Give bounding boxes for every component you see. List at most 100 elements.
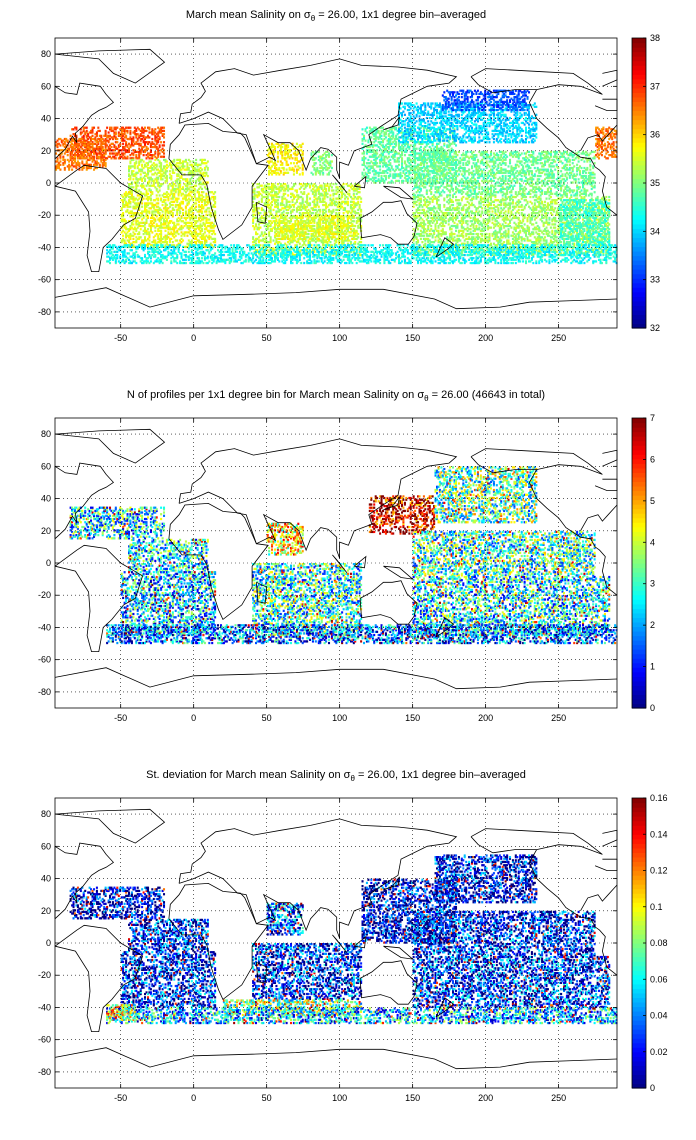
data-cell bbox=[301, 207, 304, 210]
data-cell bbox=[193, 216, 196, 220]
data-cell bbox=[199, 229, 202, 232]
data-cell bbox=[187, 231, 190, 234]
data-cell bbox=[317, 208, 320, 212]
data-cell bbox=[263, 202, 266, 205]
data-cell bbox=[389, 136, 392, 139]
data-cell bbox=[184, 199, 187, 202]
data-cell bbox=[418, 142, 421, 145]
data-cell bbox=[374, 158, 377, 162]
data-cell bbox=[130, 165, 133, 168]
data-cell bbox=[266, 226, 269, 229]
data-cell bbox=[275, 205, 278, 208]
data-cell bbox=[290, 168, 293, 171]
data-cell bbox=[395, 173, 398, 176]
data-cell bbox=[398, 126, 401, 129]
data-cell bbox=[163, 174, 166, 178]
data-cell bbox=[295, 200, 298, 203]
data-cell bbox=[106, 144, 109, 147]
data-cell bbox=[136, 126, 139, 129]
data-cell bbox=[114, 141, 117, 144]
data-cell bbox=[113, 133, 116, 136]
data-cell bbox=[164, 203, 167, 207]
data-cell bbox=[201, 199, 204, 202]
data-cell bbox=[120, 136, 123, 139]
data-cell bbox=[63, 142, 66, 145]
data-cell bbox=[292, 152, 295, 155]
data-cell bbox=[376, 144, 379, 147]
data-cell bbox=[363, 157, 366, 160]
data-cell bbox=[144, 229, 147, 232]
data-cell bbox=[419, 166, 422, 170]
data-cell bbox=[419, 126, 422, 129]
data-cell bbox=[382, 129, 385, 133]
data-cell bbox=[303, 231, 306, 234]
data-cell bbox=[56, 157, 59, 160]
data-cell bbox=[266, 154, 269, 157]
data-cell bbox=[383, 163, 386, 166]
data-cell bbox=[282, 142, 285, 145]
data-cell bbox=[316, 203, 319, 207]
data-cell bbox=[402, 149, 405, 152]
data-cell bbox=[307, 216, 310, 220]
data-cell bbox=[256, 226, 259, 229]
data-cell bbox=[109, 144, 112, 147]
data-cell bbox=[328, 228, 331, 231]
data-cell bbox=[314, 245, 317, 249]
data-cell bbox=[330, 226, 333, 229]
data-cell bbox=[354, 224, 357, 228]
data-cell bbox=[383, 131, 386, 134]
data-cell bbox=[402, 171, 405, 174]
data-cell bbox=[355, 220, 358, 223]
data-cell bbox=[71, 162, 74, 165]
data-cell bbox=[151, 142, 154, 145]
data-cell bbox=[167, 223, 170, 226]
data-cell bbox=[314, 212, 317, 215]
data-cell bbox=[298, 216, 301, 220]
data-cell bbox=[174, 234, 177, 237]
data-cell bbox=[209, 191, 212, 194]
data-cell bbox=[313, 249, 316, 252]
data-cell bbox=[182, 220, 185, 223]
data-cell bbox=[117, 150, 120, 154]
data-cell bbox=[346, 253, 349, 257]
data-cell bbox=[164, 234, 167, 237]
data-cell bbox=[405, 141, 408, 144]
data-cell bbox=[202, 218, 205, 221]
data-cell bbox=[274, 184, 277, 187]
data-cell bbox=[66, 150, 69, 154]
data-cell bbox=[129, 157, 132, 160]
data-cell bbox=[363, 162, 366, 165]
data-cell bbox=[184, 221, 187, 224]
data-cell bbox=[361, 171, 364, 174]
data-cell bbox=[335, 189, 338, 192]
data-cell bbox=[183, 189, 186, 192]
data-cell bbox=[135, 203, 138, 207]
data-cell bbox=[133, 245, 136, 249]
data-cell bbox=[266, 195, 269, 199]
data-cell bbox=[171, 184, 174, 187]
data-cell bbox=[90, 145, 93, 149]
data-cell bbox=[329, 244, 332, 247]
data-cell bbox=[202, 162, 205, 165]
data-cell bbox=[66, 154, 69, 157]
data-cell bbox=[367, 149, 370, 152]
data-cell bbox=[129, 197, 132, 200]
data-cell bbox=[357, 191, 360, 194]
data-cell bbox=[144, 179, 147, 183]
data-cell bbox=[367, 171, 370, 174]
data-cell bbox=[274, 150, 277, 154]
data-cell bbox=[300, 183, 303, 186]
data-cell bbox=[317, 218, 320, 221]
data-cell bbox=[125, 228, 128, 231]
data-cell bbox=[155, 210, 158, 213]
data-cell bbox=[348, 221, 351, 224]
data-cell bbox=[192, 179, 195, 183]
data-cell bbox=[316, 237, 319, 241]
data-cell bbox=[415, 165, 418, 168]
data-cell bbox=[179, 184, 182, 187]
data-cell bbox=[355, 197, 358, 200]
data-cell bbox=[151, 213, 154, 216]
data-cell bbox=[309, 202, 312, 205]
data-cell bbox=[352, 236, 355, 239]
data-cell bbox=[297, 152, 300, 155]
